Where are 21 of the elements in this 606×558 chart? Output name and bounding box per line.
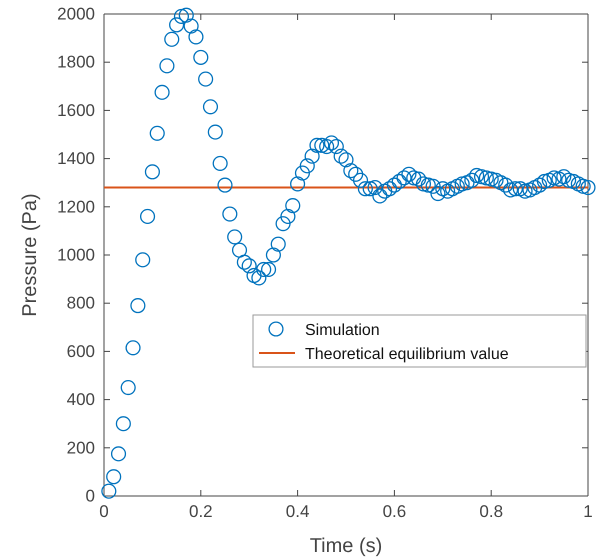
y-tick-label: 1200: [57, 197, 95, 216]
y-tick-label: 200: [66, 438, 95, 458]
x-tick-label: 0: [99, 502, 109, 522]
y-tick-label: 800: [66, 294, 95, 313]
legend-label: Simulation: [305, 322, 380, 339]
y-tick-label: 1000: [57, 245, 95, 264]
y-tick-label: 400: [66, 390, 95, 410]
y-tick-label: 1600: [57, 100, 95, 120]
y-tick-label: 1400: [57, 149, 95, 168]
y-tick-label: 600: [66, 342, 95, 361]
y-tick-label: 0: [86, 486, 95, 506]
x-axis-title: Time (s): [310, 535, 382, 557]
legend-label: Theoretical equilibrium value: [305, 346, 509, 363]
y-tick-label: 2000: [57, 4, 95, 24]
x-tick-label: 0.8: [479, 502, 504, 522]
y-axis-title: Pressure (Pa): [19, 193, 41, 317]
y-tick-label: 1800: [57, 52, 95, 72]
x-tick-label: 0.6: [382, 502, 406, 522]
x-tick-label: 0.2: [188, 502, 213, 522]
x-tick-label: 0.4: [286, 502, 310, 522]
x-tick-label: 1: [583, 502, 593, 522]
